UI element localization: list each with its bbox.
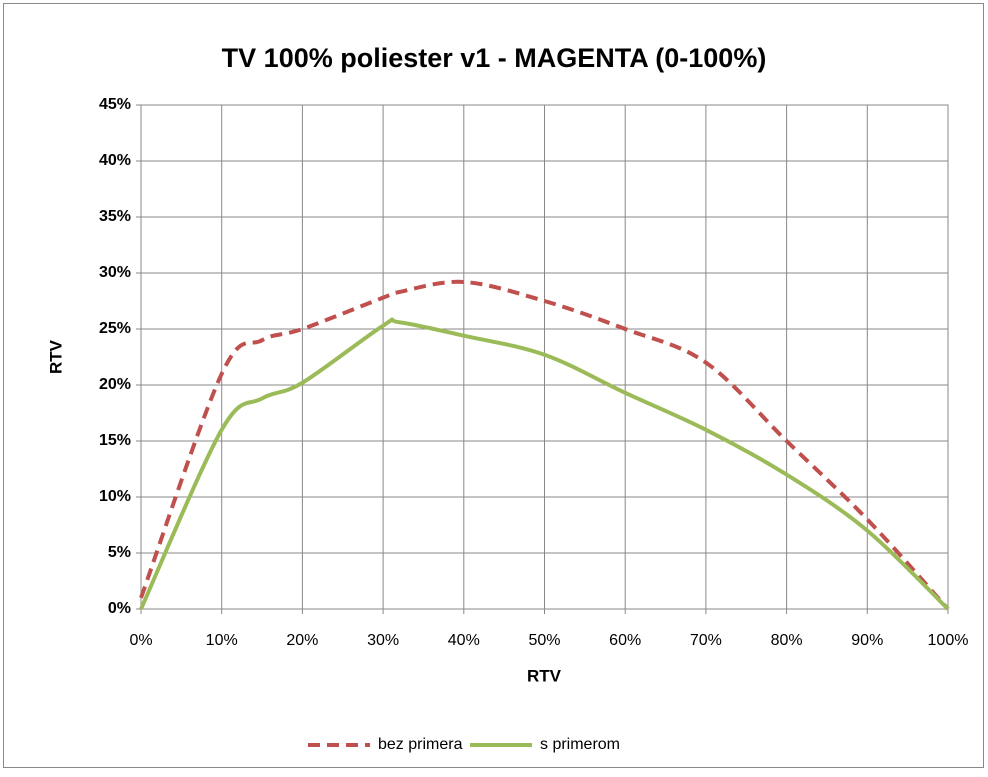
- x-tick-label: 10%: [206, 632, 238, 649]
- x-tick-label: 80%: [771, 632, 803, 649]
- y-tick-label: 40%: [99, 152, 131, 169]
- x-tick-label: 60%: [609, 632, 641, 649]
- series-line: [139, 317, 950, 611]
- y-tick-label: 20%: [99, 376, 131, 393]
- legend-label: bez primera: [378, 736, 463, 753]
- chart-title: TV 100% poliester v1 - MAGENTA (0-100%): [222, 43, 767, 73]
- series-line: [139, 279, 950, 611]
- x-tick-label: 20%: [286, 632, 318, 649]
- x-tick-label: 40%: [448, 632, 480, 649]
- x-tick-label: 0%: [129, 632, 152, 649]
- y-tick-label: 0%: [108, 600, 131, 617]
- y-tick-label: 5%: [108, 544, 131, 561]
- x-tick-label: 70%: [690, 632, 722, 649]
- x-axis-label: RTV: [527, 666, 562, 685]
- y-tick-label: 25%: [99, 320, 131, 337]
- x-tick-label: 50%: [528, 632, 560, 649]
- y-tick-label: 15%: [99, 432, 131, 449]
- legend-label: s primerom: [540, 736, 620, 753]
- y-tick-label: 10%: [99, 488, 131, 505]
- y-axis-label: RTV: [46, 339, 65, 374]
- y-tick-label: 30%: [99, 264, 131, 281]
- x-tick-label: 90%: [851, 632, 883, 649]
- x-tick-label: 30%: [367, 632, 399, 649]
- y-tick-label: 45%: [99, 96, 131, 113]
- x-tick-label: 100%: [928, 632, 969, 649]
- y-tick-label: 35%: [99, 208, 131, 225]
